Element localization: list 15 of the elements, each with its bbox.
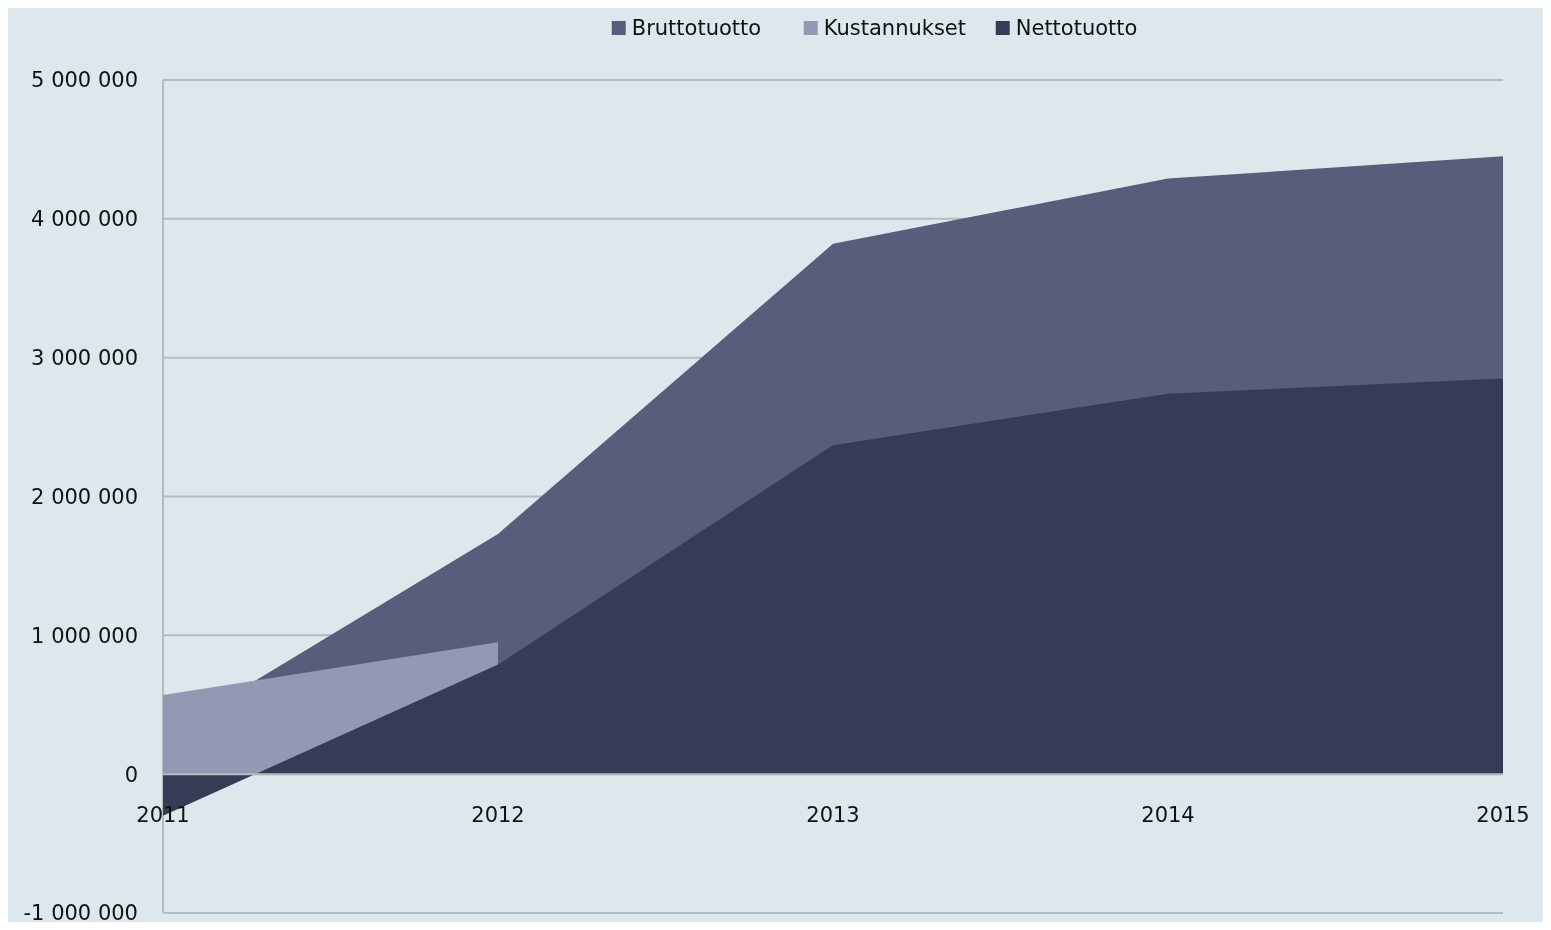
y-tick-label: 1 000 000 [31, 623, 138, 648]
y-tick-label: 4 000 000 [31, 207, 138, 232]
x-tick-label: 2012 [471, 803, 525, 828]
y-tick-label: 3 000 000 [31, 346, 138, 371]
legend-label: Nettotuotto [1015, 16, 1138, 41]
x-tick-label: 2013 [806, 803, 860, 828]
y-tick-label: 2 000 000 [31, 484, 138, 509]
legend-label: Bruttotuotto [631, 16, 762, 41]
x-tick-label: 2014 [1141, 803, 1195, 828]
y-tick-label: -1 000 000 [23, 901, 138, 926]
y-tick-label: 0 [124, 762, 138, 787]
legend-label: Kustannukset [823, 16, 967, 41]
x-tick-label: 2015 [1476, 803, 1530, 828]
y-tick-label: 5 000 000 [31, 68, 138, 93]
x-tick-label: 2011 [136, 803, 190, 828]
